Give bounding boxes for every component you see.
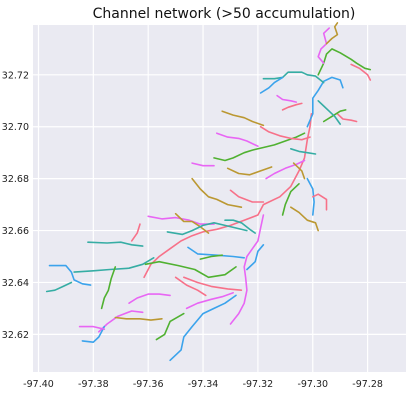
- channel-segment-38: [281, 183, 300, 216]
- channel-segment-36: [292, 162, 306, 180]
- channel-segment-26: [199, 254, 223, 260]
- y-gridlines: [33, 74, 406, 335]
- channel-segment-46: [317, 48, 372, 76]
- channel-segment-35: [289, 148, 317, 155]
- channel-segment-6: [100, 266, 117, 310]
- x-tick-label: -97.28: [352, 379, 383, 390]
- channel-segment-43: [259, 76, 284, 94]
- channel-segment-2: [45, 281, 73, 293]
- channel-segment-34: [265, 159, 306, 180]
- channel-segment-30: [216, 132, 259, 147]
- channel-segment-22: [81, 325, 106, 344]
- channel-segment-51: [322, 109, 347, 123]
- y-tick-label: 32.64: [2, 278, 29, 289]
- plot-area: [33, 25, 406, 372]
- channel-segment-50: [336, 113, 358, 123]
- y-tick-labels: 32.62 32.64 32.66 32.68 32.70 32.72: [2, 70, 29, 341]
- channel-segment-25: [174, 276, 207, 297]
- channel-segment-45: [276, 94, 298, 103]
- channel-segment-8: [183, 276, 243, 292]
- x-tick-label: -97.40: [23, 379, 54, 390]
- x-tick-label: -97.34: [188, 379, 219, 390]
- x-tick-label: -97.36: [133, 379, 164, 390]
- channel-segment-37: [306, 177, 315, 216]
- x-tick-label: -97.30: [297, 379, 328, 390]
- channel-segment-24: [128, 293, 171, 305]
- x-tick-labels: -97.40 -97.38 -97.36 -97.34 -97.32 -97.30 -97.…: [23, 379, 383, 390]
- channel-segment-7: [144, 260, 237, 279]
- channel-segment-52: [317, 100, 342, 125]
- channel-segment-42: [262, 71, 325, 84]
- channel-segment-16: [229, 214, 265, 325]
- channel-segment-41: [306, 76, 344, 128]
- y-tick-label: 32.62: [2, 330, 29, 341]
- y-tick-label: 32.66: [2, 226, 29, 237]
- x-tick-label: -97.32: [243, 379, 274, 390]
- channel-segment-10: [147, 215, 215, 225]
- channel-segment-11: [174, 212, 210, 234]
- y-tick-label: 32.70: [2, 122, 29, 133]
- channel-segment-47: [317, 27, 331, 65]
- channel-segment-28: [226, 166, 273, 176]
- channel-segment-18: [169, 294, 237, 362]
- channel-segment-48: [325, 22, 339, 45]
- x-gridlines: [37, 25, 369, 372]
- x-tick-label: -97.38: [78, 379, 109, 390]
- channel-segment-32: [221, 110, 265, 127]
- channel-segment-17: [185, 291, 234, 310]
- channel-segment-12: [166, 222, 248, 236]
- y-tick-label: 32.68: [2, 174, 29, 185]
- channel-segment-29: [191, 162, 215, 167]
- y-tick-label: 32.72: [2, 70, 29, 81]
- channel-segment-49: [350, 63, 372, 81]
- channel-segment-5: [143, 113, 313, 279]
- chart-title: Channel network (>50 accumulation): [93, 6, 356, 22]
- channel-segment-15: [130, 223, 141, 242]
- channel-segment-13: [191, 177, 243, 208]
- channel-segment-14: [229, 189, 265, 203]
- channel-segment-53: [246, 244, 265, 271]
- channel-segment-40: [311, 193, 328, 211]
- channel-segment-21: [114, 316, 163, 321]
- channel-segment-23: [78, 325, 106, 331]
- channel-segment-27: [224, 219, 256, 234]
- channel-segment-1: [48, 264, 92, 286]
- channel-segment-39: [289, 206, 320, 232]
- channel-segment-3: [73, 256, 155, 273]
- channel-segment-19: [155, 312, 185, 341]
- channel-segment-4: [87, 241, 144, 247]
- channel-segment-33: [259, 125, 311, 141]
- channel-segments: [45, 22, 372, 362]
- channel-segment-44: [281, 102, 303, 111]
